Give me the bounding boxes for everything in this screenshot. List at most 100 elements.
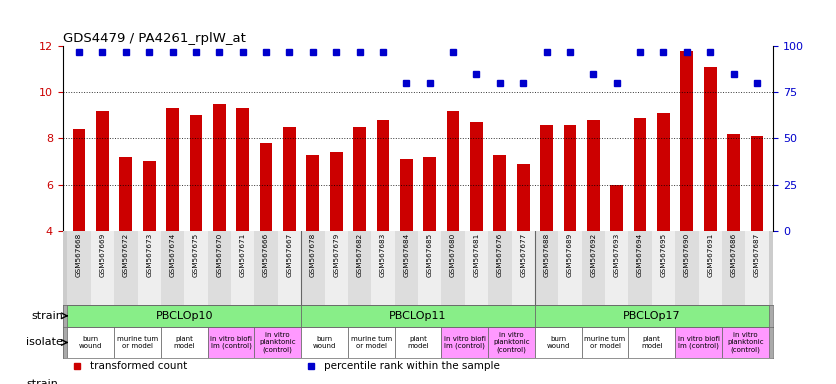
Text: PBCLOp10: PBCLOp10 (155, 311, 213, 321)
Text: in vitro biofi
lm (control): in vitro biofi lm (control) (444, 336, 486, 349)
Bar (441, 327, 488, 358)
Text: burn
wound: burn wound (313, 336, 336, 349)
Bar (610, 185, 623, 231)
Text: GSM567669: GSM567669 (99, 233, 105, 277)
Bar (465, 231, 488, 305)
Bar (493, 154, 507, 231)
Bar (587, 120, 599, 231)
Text: GSM567675: GSM567675 (193, 233, 199, 277)
Text: GSM567673: GSM567673 (146, 233, 152, 277)
Bar (207, 327, 254, 358)
Bar (721, 327, 768, 358)
Text: GSM567676: GSM567676 (497, 233, 502, 277)
Bar (353, 127, 366, 231)
Bar (605, 231, 629, 305)
Text: in vitro
planktonic
(control): in vitro planktonic (control) (259, 332, 296, 353)
Bar (68, 305, 301, 327)
Text: GSM567683: GSM567683 (380, 233, 386, 277)
Bar (324, 231, 348, 305)
Bar (512, 231, 535, 305)
Bar (376, 120, 390, 231)
Text: GSM567691: GSM567691 (707, 233, 713, 277)
Text: GSM567687: GSM567687 (754, 233, 760, 277)
Text: isolate: isolate (26, 338, 64, 348)
Text: PBCLOp17: PBCLOp17 (623, 311, 681, 321)
Text: transformed count: transformed count (89, 361, 187, 371)
Text: murine tum
or model: murine tum or model (117, 336, 158, 349)
Text: strain: strain (27, 379, 59, 384)
Text: plant
model: plant model (173, 336, 195, 349)
Text: GSM567668: GSM567668 (76, 233, 82, 277)
Text: in vitro biofi
lm (control): in vitro biofi lm (control) (210, 336, 252, 349)
Bar (184, 231, 207, 305)
Text: GSM567693: GSM567693 (614, 233, 619, 277)
Bar (161, 327, 207, 358)
Text: GSM567688: GSM567688 (543, 233, 549, 277)
Bar (727, 134, 740, 231)
Bar (301, 305, 535, 327)
Text: GSM567692: GSM567692 (590, 233, 596, 277)
Bar (418, 231, 441, 305)
Bar (231, 231, 254, 305)
Text: GSM567685: GSM567685 (426, 233, 433, 277)
Text: GSM567686: GSM567686 (731, 233, 737, 277)
Bar (278, 231, 301, 305)
Bar (120, 157, 132, 231)
Bar (301, 327, 348, 358)
Bar (254, 327, 301, 358)
Text: GSM567670: GSM567670 (217, 233, 222, 277)
Text: GSM567689: GSM567689 (567, 233, 573, 277)
Text: GSM567667: GSM567667 (287, 233, 293, 277)
Bar (634, 118, 646, 231)
Bar (260, 143, 273, 231)
Bar (283, 127, 296, 231)
Bar (254, 231, 278, 305)
Text: burn
wound: burn wound (547, 336, 570, 349)
Bar (699, 231, 721, 305)
Bar (68, 327, 115, 358)
Bar (535, 327, 582, 358)
Text: GSM567666: GSM567666 (263, 233, 269, 277)
Bar (190, 115, 202, 231)
Bar (704, 67, 716, 231)
Bar (329, 152, 343, 231)
Bar (488, 327, 535, 358)
Bar (348, 327, 395, 358)
Bar (540, 124, 553, 231)
Bar (657, 113, 670, 231)
Text: strain: strain (31, 311, 64, 321)
Bar (675, 231, 699, 305)
Text: in vitro biofi
lm (control): in vitro biofi lm (control) (677, 336, 720, 349)
Bar (371, 231, 395, 305)
Bar (166, 108, 179, 231)
Text: GSM567672: GSM567672 (123, 233, 129, 277)
Bar (721, 231, 745, 305)
Text: GSM567671: GSM567671 (240, 233, 246, 277)
Text: GSM567695: GSM567695 (660, 233, 666, 277)
Text: GSM567681: GSM567681 (473, 233, 479, 277)
Bar (629, 327, 675, 358)
Bar (115, 231, 137, 305)
Bar (751, 136, 763, 231)
Text: plant
model: plant model (641, 336, 663, 349)
Bar (488, 231, 512, 305)
Bar (96, 111, 109, 231)
Bar (745, 231, 768, 305)
Text: murine tum
or model: murine tum or model (584, 336, 625, 349)
Text: GSM567674: GSM567674 (170, 233, 176, 277)
Text: GSM567684: GSM567684 (403, 233, 410, 277)
Bar (582, 327, 629, 358)
Bar (348, 231, 371, 305)
Bar (137, 231, 161, 305)
Text: plant
model: plant model (407, 336, 429, 349)
Bar (558, 231, 582, 305)
Bar (237, 108, 249, 231)
Bar (675, 327, 721, 358)
Bar (395, 327, 441, 358)
Bar (535, 231, 558, 305)
Bar (115, 327, 161, 358)
Text: GSM567679: GSM567679 (334, 233, 339, 277)
Bar (68, 231, 91, 305)
Text: percentile rank within the sample: percentile rank within the sample (324, 361, 500, 371)
Bar (73, 129, 85, 231)
